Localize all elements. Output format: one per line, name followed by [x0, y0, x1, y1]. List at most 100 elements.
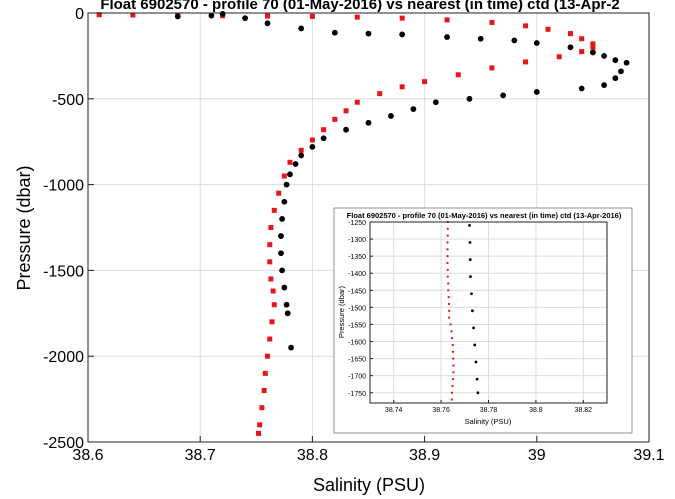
main-series-1-point — [288, 344, 294, 351]
main-series-1-point — [618, 68, 624, 75]
main-series-0-point — [256, 430, 262, 436]
inset-series-0-point — [452, 364, 455, 367]
main-series-1-point — [511, 37, 518, 44]
inset-y-tick-label: -1450 — [348, 288, 366, 295]
main-series-1-point — [320, 135, 327, 142]
inset-series-0-point — [447, 282, 450, 285]
inset-series-1-point — [473, 343, 477, 347]
main-series-0-point — [545, 26, 551, 32]
inset-y-tick-label: -1300 — [348, 237, 366, 244]
main-series-0-point — [377, 91, 383, 97]
main-series-0-point — [268, 276, 274, 282]
main-chart-title: Float 6902570 - profile 70 (01-May-2016)… — [100, 0, 619, 13]
main-series-0-point — [523, 23, 529, 29]
main-series-0-point — [444, 17, 450, 23]
main-series-1-point — [284, 310, 291, 317]
inset-series-0-point — [446, 261, 449, 264]
inset-series-0-point — [451, 384, 454, 387]
inset-y-tick-label: -1350 — [348, 254, 366, 261]
main-series-0-point — [489, 19, 495, 25]
main-series-1-point — [612, 75, 619, 82]
main-series-0-point — [281, 173, 287, 179]
inset-series-0-point — [451, 350, 454, 353]
main-series-1-point — [567, 44, 574, 51]
inset-y-tick-label: -1400 — [348, 271, 366, 278]
inset-x-tick-label: 38.82 — [575, 407, 593, 414]
main-series-1-point — [298, 25, 305, 32]
main-series-0-point — [269, 319, 275, 325]
main-series-1-point — [278, 233, 284, 239]
main-series-1-point — [444, 34, 450, 40]
inset-y-tick-label: -1600 — [348, 340, 366, 347]
main-series-1-point — [466, 95, 473, 102]
inset-x-tick-label: 38.76 — [432, 407, 450, 414]
inset-series-0-point — [450, 398, 453, 401]
inset-y-axis-label: Pressure (dbar) — [337, 285, 346, 338]
main-series-1-point — [281, 284, 288, 291]
inset-series-0-point — [446, 255, 449, 258]
inset-data — [446, 221, 480, 401]
inset-series-1-point — [475, 377, 479, 381]
main-plot-frame — [87, 12, 650, 443]
inset-series-0-point — [450, 330, 453, 333]
main-series-0-point — [343, 108, 349, 114]
main-series-1-point — [343, 126, 349, 133]
inset-series-0-point — [452, 357, 455, 360]
inset-series-0-point — [446, 227, 449, 230]
inset-x-axis-label: Salinity (PSU) — [465, 417, 512, 426]
main-series-1-point — [388, 113, 394, 119]
inset-series-0-point — [446, 248, 449, 251]
inset-y-tick-label: -1250 — [348, 220, 366, 227]
main-series-0-point — [271, 207, 277, 213]
main-series-0-point — [96, 12, 102, 18]
main-series-0-point — [590, 44, 596, 50]
inset-y-tick-label: -1700 — [348, 374, 366, 381]
inset-series-1-point — [472, 326, 475, 330]
main-series-0-point — [332, 116, 338, 122]
main-series-0-point — [261, 388, 267, 394]
inset-ticks: 38.74 38.76 38.78 38.8 38.82 -1250 -1300 -1350 -… — [348, 220, 592, 414]
main-series-1-point — [287, 171, 293, 178]
main-x-tick-label: 38.8 — [297, 447, 328, 464]
inset-series-1-point — [468, 224, 471, 227]
main-series-0-point — [354, 14, 360, 20]
main-series-0-point — [276, 190, 282, 196]
main-y-tick-label: 0 — [75, 6, 84, 23]
main-series-1-point — [208, 12, 215, 19]
main-series-0-point — [523, 59, 529, 65]
main-series-0-point — [556, 54, 562, 60]
main-y-tick-label: -2500 — [43, 435, 84, 452]
main-series-1-point — [612, 57, 619, 64]
main-y-tick-label: -2000 — [43, 349, 84, 366]
main-x-tick-label: 38.7 — [185, 447, 216, 464]
main-series-0-point — [489, 65, 495, 71]
main-series-1-point — [623, 59, 630, 66]
inset-series-0-point — [447, 302, 450, 305]
main-series-1-point — [365, 30, 372, 37]
main-series-0-point — [590, 41, 596, 47]
main-series-0-point — [579, 49, 585, 55]
inset-series-1-point — [468, 241, 472, 244]
main-series-0-point — [268, 225, 274, 230]
main-series-1-point — [281, 198, 288, 205]
inset-series-1-point — [476, 391, 480, 395]
inset-series-0-point — [451, 343, 454, 346]
main-series-1-point — [399, 31, 406, 38]
main-series-0-point — [399, 15, 405, 21]
main-series-1-point — [283, 301, 290, 308]
main-series-0-point — [259, 405, 265, 411]
main-series-1-point — [533, 40, 540, 46]
inset-y-tick-label: -1750 — [348, 391, 366, 398]
inset-series-1-point — [469, 275, 472, 279]
inset-x-tick-label: 38.78 — [480, 407, 498, 414]
main-series-1-point — [292, 161, 299, 167]
main-x-tick-label: 39.1 — [633, 447, 664, 464]
main-series-0-point — [579, 36, 585, 42]
main-series-0-point — [130, 12, 136, 18]
inset-series-1-point — [470, 309, 474, 313]
main-x-tick-label: 39 — [528, 447, 546, 464]
main-series-1-point — [500, 92, 507, 99]
main-x-tick-label: 38.6 — [72, 447, 103, 464]
main-series-1-point — [533, 89, 540, 95]
inset-chart: 38.74 38.76 38.78 38.8 38.82 -1250 -1300 -1350 -… — [333, 207, 633, 434]
